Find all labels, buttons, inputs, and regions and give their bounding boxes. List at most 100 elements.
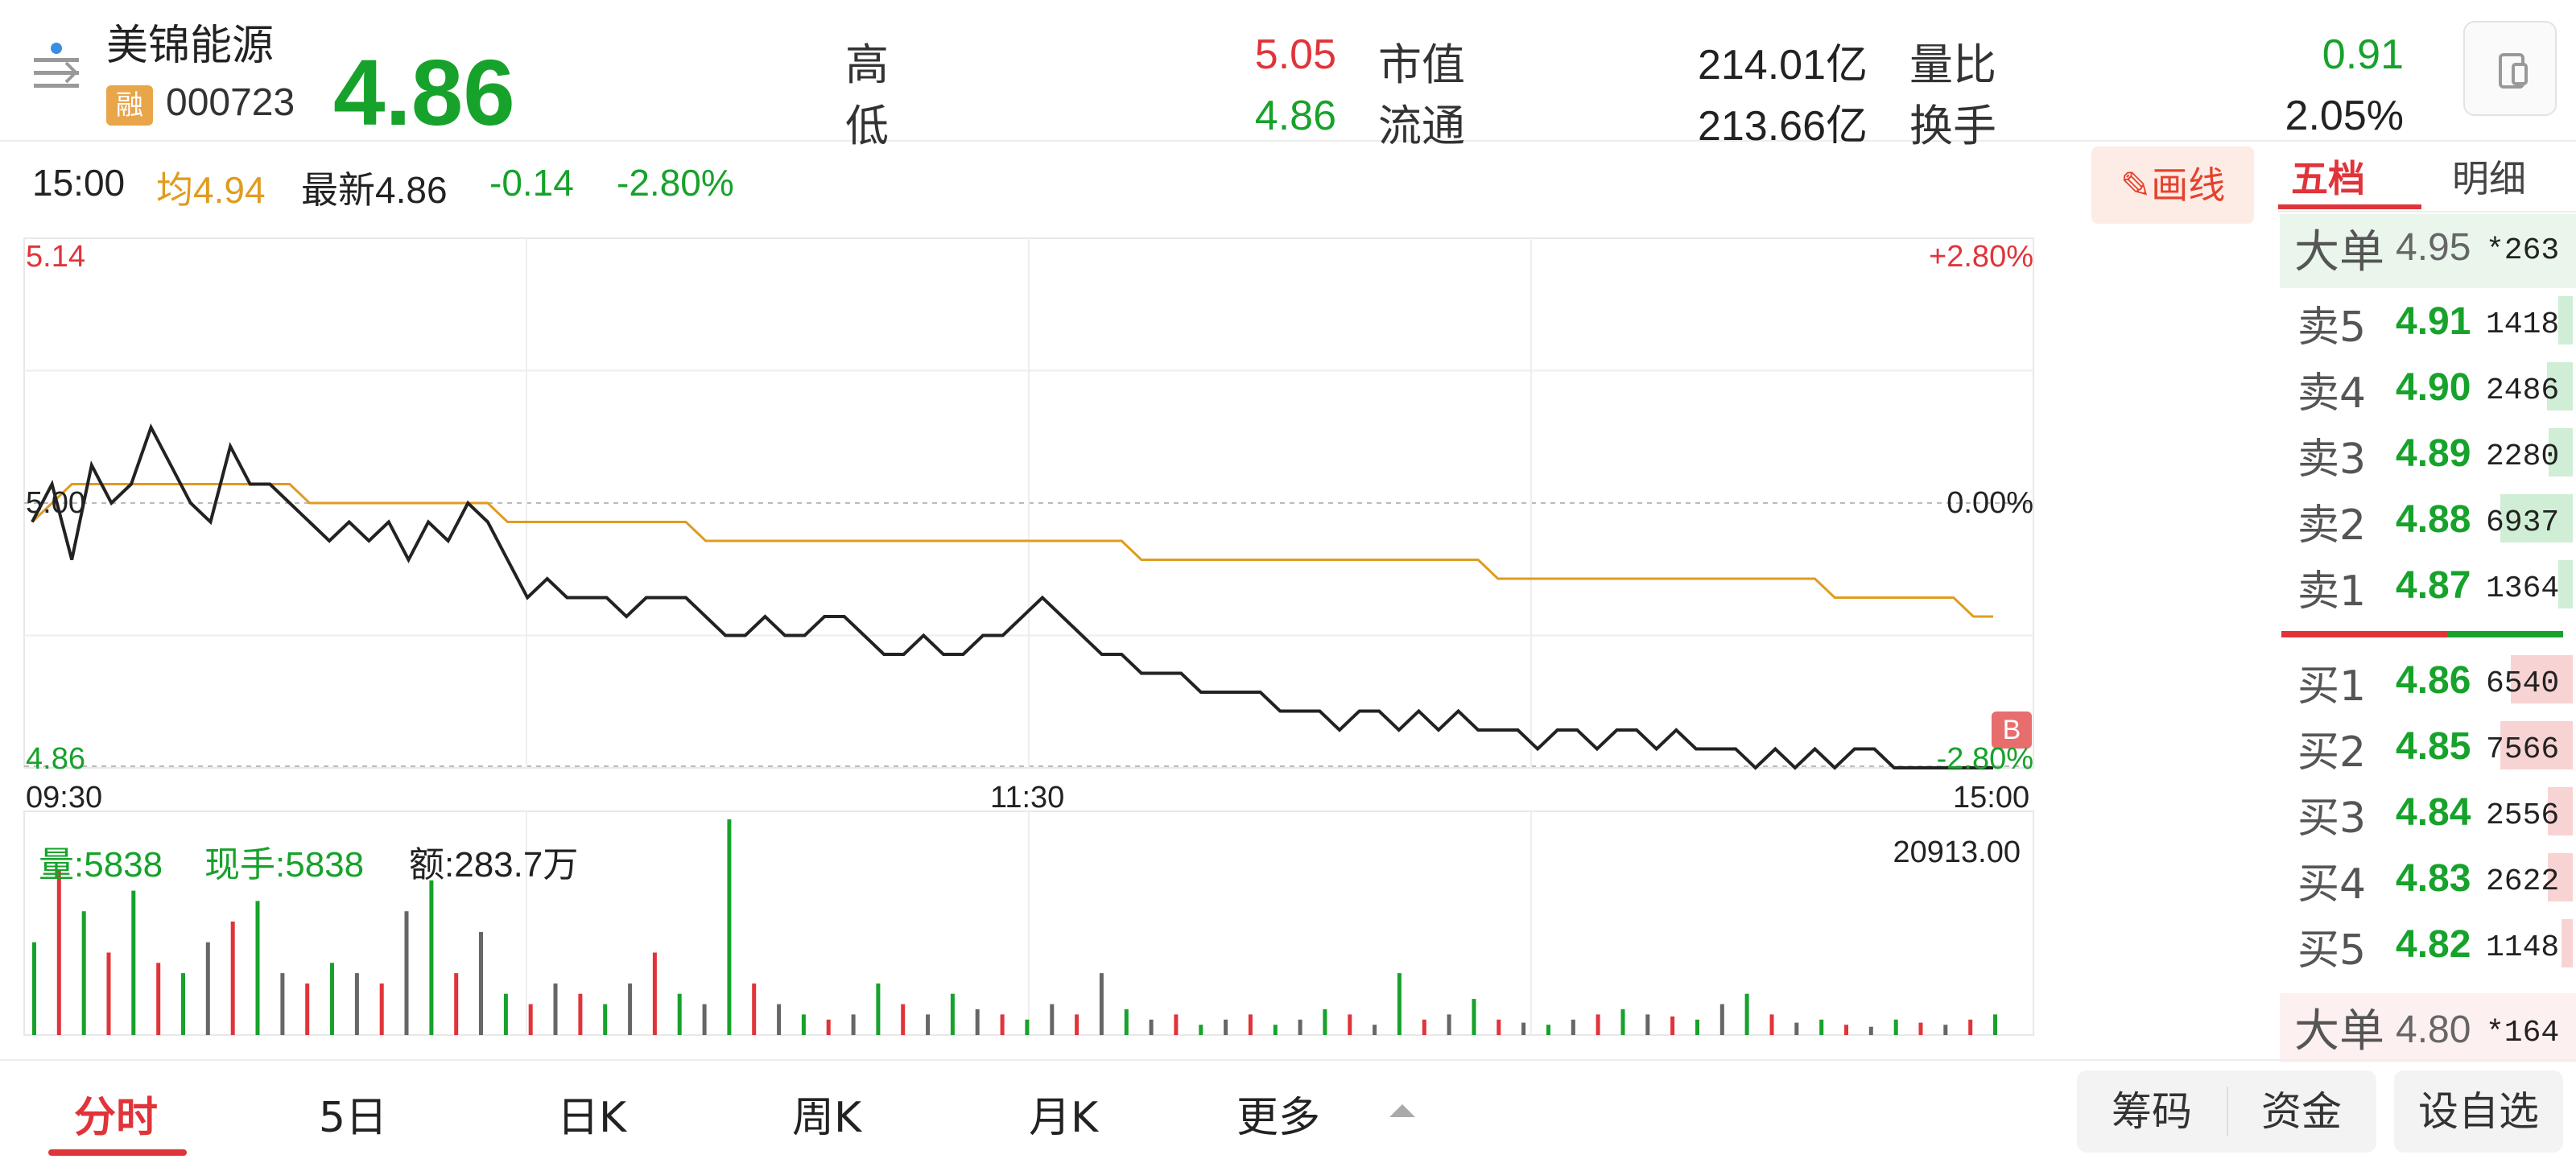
stat-market-cap-value: 214.01亿 bbox=[1697, 42, 1868, 89]
volume-bar bbox=[454, 973, 459, 1035]
sell-level-volume: 6937 bbox=[2486, 505, 2560, 540]
sell-depth-bar bbox=[2500, 494, 2573, 542]
device-toggle-button[interactable] bbox=[2463, 21, 2557, 116]
y-axis-top-label: 5.14 bbox=[26, 240, 85, 274]
sell-level-price[interactable]: 4.91 bbox=[2396, 300, 2471, 343]
volume-bar bbox=[1124, 1009, 1129, 1035]
volume-bar bbox=[1695, 1019, 1699, 1035]
volume-bar bbox=[677, 993, 682, 1035]
sell-level-volume: 2280 bbox=[2486, 439, 2560, 474]
buy-level-price[interactable]: 4.86 bbox=[2396, 659, 2471, 702]
buy-level-label: 买2 bbox=[2297, 728, 2367, 777]
volume-bar bbox=[1149, 1019, 1154, 1035]
sell-level-price[interactable]: 4.89 bbox=[2396, 432, 2471, 475]
x-axis-label-noon: 11:30 bbox=[990, 781, 1065, 815]
volume-bar bbox=[156, 963, 161, 1035]
buy-level-price[interactable]: 4.83 bbox=[2396, 857, 2471, 900]
buy-level-price[interactable]: 4.84 bbox=[2396, 791, 2471, 834]
volume-bar bbox=[131, 890, 136, 1035]
buy-level-volume: 1148 bbox=[2486, 930, 2560, 965]
tab-daily-k[interactable]: 日K bbox=[557, 1094, 627, 1142]
add-watchlist-button[interactable]: 设自选 bbox=[2394, 1070, 2563, 1153]
buy-level-price[interactable]: 4.85 bbox=[2396, 725, 2471, 768]
sell-depth-bar bbox=[2558, 296, 2573, 344]
buy-level-volume: 7566 bbox=[2486, 732, 2560, 767]
volume-bar bbox=[1025, 1019, 1030, 1035]
volume-bar bbox=[1521, 1022, 1526, 1035]
sell-level-volume: 2486 bbox=[2486, 373, 2560, 408]
phone-icon bbox=[2499, 53, 2528, 89]
info-time: 15:00 bbox=[32, 162, 126, 204]
volume-bar bbox=[1224, 1019, 1228, 1035]
volume-bar bbox=[1744, 993, 1749, 1035]
sell-level-price[interactable]: 4.87 bbox=[2396, 564, 2471, 607]
caret-up-icon[interactable] bbox=[1388, 1101, 1417, 1119]
tab-weekly-k[interactable]: 周K bbox=[792, 1094, 862, 1142]
tab-monthly-k[interactable]: 月K bbox=[1029, 1094, 1099, 1142]
ratio-bar-sell bbox=[2447, 631, 2563, 637]
volume-bar bbox=[628, 983, 633, 1035]
tab-five-levels[interactable]: 五档 bbox=[2291, 157, 2365, 200]
volume-bar bbox=[1000, 1014, 1005, 1035]
pill-divider bbox=[2227, 1087, 2228, 1136]
pct-top-label: +2.80% bbox=[1929, 240, 2033, 274]
stat-market-cap-label: 市值 bbox=[1378, 39, 1465, 90]
sell-level-volume: 1418 bbox=[2486, 307, 2560, 342]
tabs-divider bbox=[2278, 211, 2576, 212]
volume-bar bbox=[1397, 973, 1402, 1035]
sell-level-label: 卖2 bbox=[2297, 501, 2367, 550]
buy-depth-bar bbox=[2562, 919, 2573, 967]
buy-level-volume: 2556 bbox=[2486, 798, 2560, 833]
buy-marker-bg bbox=[1992, 711, 2032, 749]
big-sell-label: 大单 bbox=[2294, 226, 2384, 278]
big-buy-vol: *164 bbox=[2486, 1016, 2560, 1050]
stat-turnover-value: 2.05% bbox=[2285, 93, 2404, 139]
sell-level-volume: 1364 bbox=[2486, 571, 2560, 606]
sell-level-price[interactable]: 4.90 bbox=[2396, 366, 2471, 409]
volume-bar bbox=[1868, 1026, 1873, 1035]
tab-more[interactable]: 更多 bbox=[1236, 1094, 1321, 1142]
volume-bar bbox=[1373, 1025, 1377, 1035]
draw-line-label: 画线 bbox=[2151, 163, 2226, 207]
volume-bar bbox=[702, 1004, 707, 1035]
volume-bar bbox=[330, 963, 334, 1035]
volume-bar bbox=[901, 1004, 906, 1035]
fund-button[interactable]: 资金 bbox=[2261, 1088, 2342, 1135]
volume-bar bbox=[1893, 1019, 1898, 1035]
volume-bar bbox=[975, 1009, 980, 1035]
volume-bar bbox=[429, 880, 434, 1035]
stock-name: 美锦能源 bbox=[106, 22, 275, 70]
volume-bar bbox=[1918, 1022, 1923, 1035]
tab-intraday[interactable]: 分时 bbox=[74, 1094, 159, 1142]
draw-line-button[interactable]: ✎画线 bbox=[2091, 146, 2254, 224]
volume-bar bbox=[652, 952, 657, 1035]
buy-level-label: 买5 bbox=[2297, 926, 2367, 975]
volume-bar bbox=[305, 983, 310, 1035]
buy-marker: B bbox=[1992, 711, 2032, 749]
margin-badge: 融 bbox=[106, 85, 153, 126]
pct-mid-label: 0.00% bbox=[1946, 486, 2033, 520]
volume-bar bbox=[106, 952, 111, 1035]
intraday-chart[interactable]: B bbox=[0, 230, 2045, 1043]
volume-bar bbox=[578, 993, 583, 1035]
sell-depth-bar bbox=[2547, 362, 2573, 410]
buy-level-price[interactable]: 4.82 bbox=[2396, 923, 2471, 966]
buy-level-volume: 6540 bbox=[2486, 666, 2560, 701]
chip-button[interactable]: 筹码 bbox=[2112, 1088, 2192, 1135]
volume-bar bbox=[479, 931, 483, 1035]
volume-label: 量:5838 bbox=[39, 845, 163, 885]
volume-bar bbox=[777, 1004, 782, 1035]
sell-depth-bar bbox=[2549, 428, 2573, 476]
volume-bar bbox=[379, 983, 384, 1035]
tab-detail[interactable]: 明细 bbox=[2452, 157, 2526, 200]
volume-bar bbox=[926, 1014, 931, 1035]
volume-bar bbox=[752, 983, 757, 1035]
tab-5day[interactable]: 5日 bbox=[319, 1094, 388, 1142]
amount-label: 额:283.7万 bbox=[409, 845, 579, 885]
sell-level-label: 卖5 bbox=[2297, 303, 2367, 352]
menu-icon[interactable] bbox=[31, 32, 87, 93]
stat-low-value: 4.86 bbox=[1254, 93, 1336, 139]
buy-depth-bar bbox=[2548, 853, 2573, 901]
sell-level-price[interactable]: 4.88 bbox=[2396, 498, 2471, 541]
volume-bar bbox=[1968, 1019, 1973, 1035]
